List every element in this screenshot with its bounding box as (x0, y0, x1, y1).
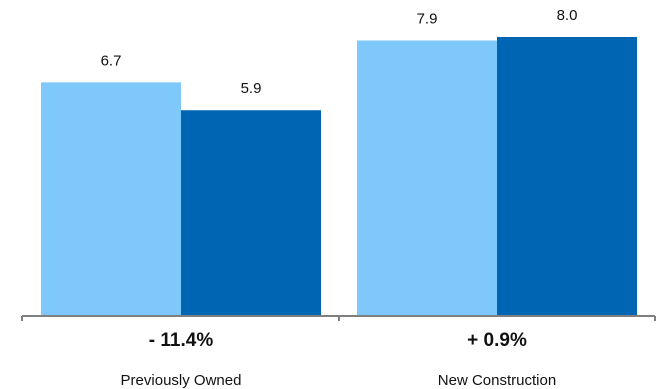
category-label-new-construction: New Construction (438, 372, 556, 389)
bar-new-construction-series-1 (357, 40, 497, 317)
value-label-new-construction-series-1: 7.9 (417, 10, 438, 27)
change-label-new-construction: + 0.9% (467, 330, 527, 351)
bars-group (41, 37, 637, 317)
change-label-previously-owned: - 11.4% (149, 330, 214, 351)
bar-previously-owned-series-1 (41, 82, 181, 317)
category-label-previously-owned: Previously Owned (121, 372, 242, 389)
value-label-previously-owned-series-2: 5.9 (241, 80, 262, 97)
bar-previously-owned-series-2 (181, 110, 321, 316)
value-labels-group: 6.7 7.9 5.9 8.0 (101, 7, 578, 97)
value-label-previously-owned-series-1: 6.7 (101, 52, 122, 69)
bar-new-construction-series-2 (497, 37, 637, 316)
value-label-new-construction-series-2: 8.0 (557, 7, 578, 24)
